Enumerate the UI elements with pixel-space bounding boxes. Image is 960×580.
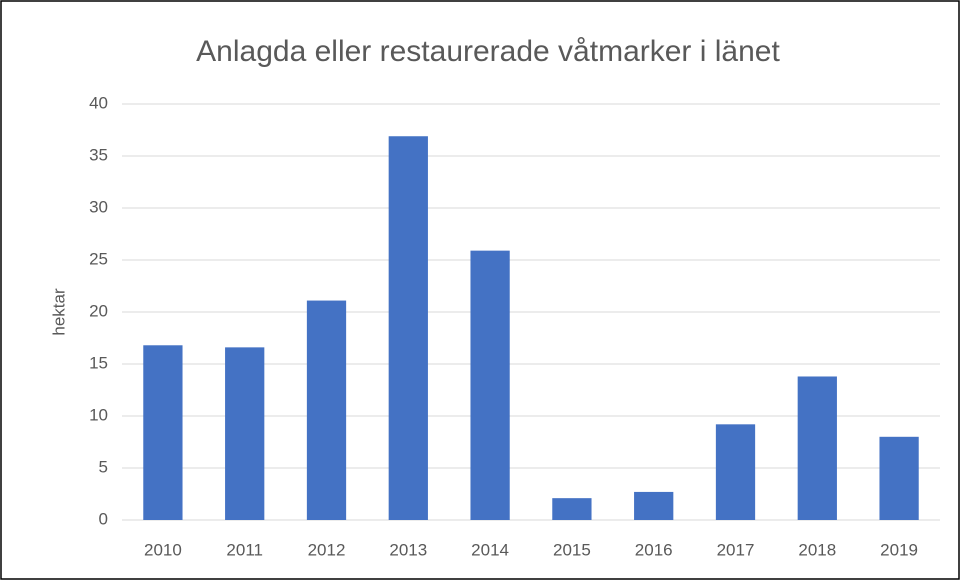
bar — [306, 300, 347, 520]
y-tick-label: 15 — [89, 353, 108, 372]
y-tick-label: 25 — [89, 249, 108, 268]
x-tick-label: 2015 — [553, 540, 591, 559]
bar — [470, 250, 510, 520]
x-tick-label: 2013 — [389, 540, 427, 559]
y-tick-label: 40 — [89, 93, 108, 112]
x-tick-label: 2010 — [144, 540, 182, 559]
y-axis-label: hektar — [49, 288, 68, 336]
y-tick-label: 5 — [99, 457, 108, 476]
bar — [715, 424, 756, 520]
y-tick-label: 20 — [89, 301, 108, 320]
y-tick-label: 0 — [99, 509, 108, 528]
y-tick-label: 35 — [89, 145, 108, 164]
bar — [388, 136, 428, 521]
bar — [225, 347, 265, 520]
bar — [634, 491, 674, 520]
bar — [879, 436, 919, 520]
x-tick-label: 2019 — [880, 540, 918, 559]
x-tick-label: 2018 — [798, 540, 836, 559]
y-tick-label: 10 — [89, 405, 108, 424]
x-tick-label: 2014 — [471, 540, 509, 559]
bar — [552, 498, 592, 520]
chart-title: Anlagda eller restaurerade våtmarker i l… — [196, 35, 780, 68]
x-tick-label: 2011 — [226, 540, 263, 559]
x-tick-label: 2012 — [308, 540, 346, 559]
y-tick-label: 30 — [89, 197, 108, 216]
bar — [143, 345, 183, 520]
x-tick-label: 2016 — [635, 540, 673, 559]
x-tick-label: 2017 — [717, 540, 755, 559]
bar — [797, 376, 837, 520]
